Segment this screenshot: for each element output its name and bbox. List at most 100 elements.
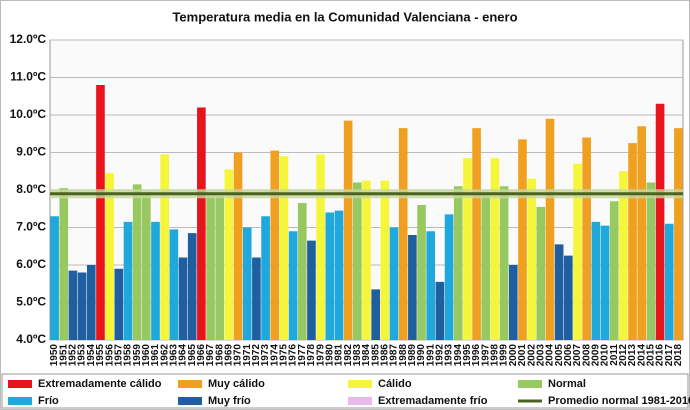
legend-label: Frío <box>38 395 59 407</box>
y-tick-label: 5.0ºC <box>16 295 46 309</box>
x-tick-label: 1979 <box>315 344 326 367</box>
bar <box>353 182 362 340</box>
bar <box>316 154 325 340</box>
x-tick-label: 1952 <box>68 344 79 367</box>
x-tick-label: 1957 <box>113 344 124 367</box>
x-tick-label: 1985 <box>370 344 381 367</box>
y-tick-label: 12.0ºC <box>10 32 47 46</box>
bar <box>233 152 243 340</box>
legend-box <box>1 373 689 409</box>
bar <box>178 257 188 340</box>
bar <box>426 231 436 340</box>
x-tick-label: 1964 <box>178 344 189 367</box>
x-tick-label: 2005 <box>554 344 565 367</box>
bar <box>417 205 426 340</box>
bar <box>270 150 280 340</box>
x-tick-label: 2015 <box>646 344 657 367</box>
legend-label: Normal <box>548 378 586 390</box>
bar <box>151 221 160 340</box>
bar <box>573 163 582 340</box>
x-tick-label: 1975 <box>279 344 290 367</box>
bar <box>297 203 307 340</box>
bar <box>499 186 509 340</box>
bar <box>380 180 390 340</box>
bar <box>518 139 527 340</box>
bar <box>362 180 371 340</box>
bar <box>215 195 225 340</box>
bar <box>160 154 169 340</box>
x-tick-label: 1951 <box>58 344 69 367</box>
x-tick-label: 1959 <box>132 344 143 367</box>
x-tick-label: 2012 <box>618 344 629 367</box>
x-tick-label: 1958 <box>123 344 134 367</box>
x-tick-label: 1974 <box>269 344 280 367</box>
bar <box>50 216 59 340</box>
y-tick-label: 11.0ºC <box>10 70 46 84</box>
bar <box>77 272 87 340</box>
bar <box>279 156 289 340</box>
bar <box>206 193 215 340</box>
legend-swatch <box>178 380 202 388</box>
legend-label: Extremadamente cálido <box>38 378 162 390</box>
x-tick-label: 1970 <box>233 344 244 367</box>
x-tick-label: 2004 <box>545 344 556 367</box>
x-tick-label: 1989 <box>407 344 418 367</box>
bar <box>288 231 298 340</box>
bar <box>343 120 353 340</box>
bar <box>554 244 564 340</box>
bar <box>197 107 206 340</box>
bar <box>307 240 316 340</box>
x-tick-label: 1976 <box>288 344 299 367</box>
y-tick-label: 10.0ºC <box>10 107 47 121</box>
x-tick-label: 2001 <box>517 344 528 367</box>
bar <box>261 216 270 340</box>
x-tick-label: 1973 <box>260 344 271 367</box>
bar <box>582 137 591 340</box>
bar <box>655 103 665 340</box>
y-tick-label: 7.0ºC <box>16 220 46 234</box>
x-tick-label: 2000 <box>508 344 519 367</box>
x-tick-label: 2011 <box>609 344 620 366</box>
x-tick-label: 2013 <box>627 344 638 367</box>
bar <box>664 223 674 340</box>
bar <box>59 188 69 340</box>
bar <box>619 171 628 340</box>
bar <box>628 143 637 340</box>
x-tick-label: 2008 <box>581 344 592 367</box>
x-tick-label: 1962 <box>159 344 170 367</box>
x-tick-label: 1988 <box>398 344 409 367</box>
x-tick-label: 2006 <box>563 344 574 367</box>
x-tick-label: 1966 <box>196 344 207 367</box>
x-tick-label: 1983 <box>352 344 363 367</box>
x-tick-label: 1993 <box>444 344 455 367</box>
x-tick-label: 2017 <box>664 344 675 367</box>
bar <box>371 289 380 340</box>
legend-label: Muy cálido <box>208 378 265 390</box>
bar <box>123 221 133 340</box>
bar <box>105 173 114 340</box>
bar <box>242 227 252 340</box>
x-tick-label: 1990 <box>416 344 427 367</box>
legend-swatch <box>178 397 202 405</box>
bar <box>453 186 463 340</box>
legend-swatch <box>348 397 372 405</box>
legend-swatch <box>8 380 32 388</box>
x-tick-label: 1963 <box>168 344 179 367</box>
legend-label: Cálido <box>378 378 412 390</box>
x-tick-label: 2007 <box>572 344 583 367</box>
x-tick-label: 1997 <box>480 344 491 367</box>
x-tick-label: 1981 <box>334 344 345 367</box>
bar <box>444 214 454 340</box>
y-tick-label: 9.0ºC <box>16 145 46 159</box>
bar <box>96 85 105 340</box>
x-tick-label: 1969 <box>224 344 235 367</box>
bar <box>646 182 656 340</box>
y-tick-label: 8.0ºC <box>16 182 46 196</box>
y-tick-label: 4.0ºC <box>16 332 46 346</box>
bar <box>169 229 179 340</box>
x-tick-label: 1992 <box>435 344 446 367</box>
bar <box>545 118 555 340</box>
x-tick-label: 1972 <box>251 344 262 367</box>
bar <box>86 265 96 340</box>
x-tick-label: 1995 <box>462 344 473 367</box>
